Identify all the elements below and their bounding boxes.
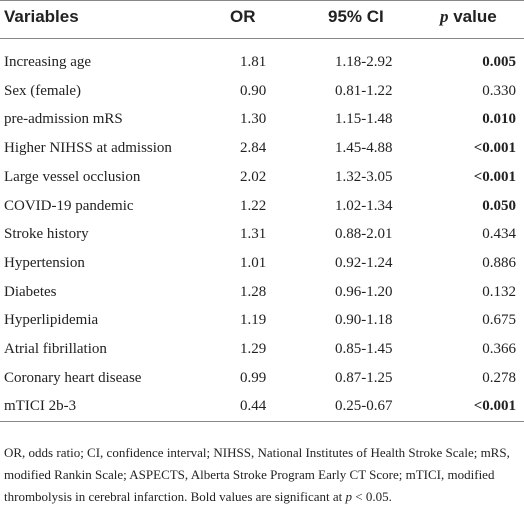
cell-p-value: 0.132 [482, 283, 516, 300]
cell-ci: 1.02-1.34 [335, 197, 393, 214]
table-row: Diabetes 1.28 0.96-1.20 0.132 [0, 278, 524, 307]
cell-variable: Sex (female) [4, 82, 82, 99]
cell-or: 1.29 [240, 341, 267, 357]
cell-p-value: 0.366 [482, 341, 516, 357]
table-top-rule [0, 0, 524, 1]
cell-or: 0.99 [240, 369, 267, 386]
cell-or: 2.84 [240, 140, 267, 157]
table-row: Sex (female) 0.90 0.81-1.22 0.330 [0, 77, 524, 106]
cell-variable: Diabetes [4, 283, 57, 300]
cell-or: 1.81 [240, 54, 267, 70]
cell-p-value: 0.886 [482, 254, 516, 271]
cell-ci: 0.87-1.25 [335, 369, 393, 386]
header-ci: 95% CI [328, 7, 384, 26]
cell-ci: 1.45-4.88 [335, 140, 393, 157]
cell-ci: 1.32-3.05 [335, 168, 393, 185]
cell-p-value: 0.005 [482, 54, 516, 70]
cell-variable: Atrial fibrillation [4, 341, 107, 357]
header-p-rest: value [448, 7, 497, 26]
cell-p-value: 0.050 [482, 197, 516, 214]
cell-ci: 1.18-2.92 [335, 54, 393, 70]
table-row: Large vessel occlusion 2.02 1.32-3.05 <0.00… [0, 163, 524, 192]
cell-variable: COVID-19 pandemic [4, 197, 134, 214]
cell-p-value: 0.010 [482, 111, 516, 128]
cell-ci: 0.85-1.45 [335, 341, 393, 357]
footnote-p-italic: p [345, 489, 353, 504]
header-variables: Variables [4, 7, 79, 26]
table-row: Stroke history 1.31 0.88-2.01 0.434 [0, 220, 524, 249]
table-row: Hypertension 1.01 0.92-1.24 0.886 [0, 249, 524, 278]
cell-ci: 0.25-0.67 [335, 398, 393, 415]
header-or: OR [230, 7, 256, 26]
cell-or: 0.90 [240, 82, 267, 99]
cell-or: 1.31 [240, 226, 267, 243]
cell-ci: 0.92-1.24 [335, 254, 393, 271]
cell-variable: Large vessel occlusion [4, 168, 141, 185]
cell-or: 1.30 [240, 111, 267, 128]
table-bottom-rule [0, 421, 524, 422]
cell-variable: Increasing age [4, 54, 92, 70]
table-footnote: OR, odds ratio; CI, confidence interval;… [4, 442, 520, 508]
cell-ci: 0.90-1.18 [335, 312, 393, 329]
table-row: Increasing age 1.81 1.18-2.92 0.005 [0, 48, 524, 77]
header-p-value: p value [440, 7, 497, 27]
table-row: Higher NIHSS at admission 2.84 1.45-4.88 <0… [0, 134, 524, 163]
cell-p-value: 0.434 [482, 226, 516, 243]
cell-ci: 0.81-1.22 [335, 82, 393, 99]
header-p-italic: p [440, 7, 449, 26]
table-header-row: Variables OR 95% CI p value [0, 0, 524, 38]
table-row: Coronary heart disease 0.99 0.87-1.25 0.278 [0, 364, 524, 393]
footnote-main: OR, odds ratio; CI, confidence interval;… [4, 445, 510, 504]
table-row: mTICI 2b-3 0.44 0.25-0.67 <0.001 [0, 392, 524, 421]
cell-p-value: 0.675 [482, 312, 516, 329]
table-header-rule [0, 38, 524, 39]
cell-variable: Hyperlipidemia [4, 312, 99, 329]
cell-variable: Stroke history [4, 226, 89, 243]
cell-or: 0.44 [240, 398, 267, 415]
table-row: COVID-19 pandemic 1.22 1.02-1.34 0.050 [0, 192, 524, 221]
cell-p-value: <0.001 [473, 398, 516, 415]
cell-or: 2.02 [240, 168, 267, 185]
cell-ci: 0.96-1.20 [335, 283, 393, 300]
table-row: Hyperlipidemia 1.19 0.90-1.18 0.675 [0, 306, 524, 335]
cell-variable: mTICI 2b-3 [4, 398, 77, 415]
cell-p-value: 0.278 [482, 369, 516, 386]
cell-variable: Hypertension [4, 254, 85, 271]
cell-or: 1.28 [240, 283, 267, 300]
cell-p-value: <0.001 [473, 140, 516, 157]
cell-variable: Coronary heart disease [4, 369, 142, 386]
footnote-end: < 0.05. [352, 489, 392, 504]
cell-p-value: <0.001 [473, 168, 516, 185]
cell-or: 1.01 [240, 254, 267, 271]
cell-variable: pre-admission mRS [4, 111, 123, 128]
cell-ci: 1.15-1.48 [335, 111, 393, 128]
table-row: pre-admission mRS 1.30 1.15-1.48 0.010 [0, 105, 524, 134]
cell-ci: 0.88-2.01 [335, 226, 393, 243]
cell-or: 1.19 [240, 312, 267, 329]
cell-p-value: 0.330 [482, 82, 516, 99]
cell-variable: Higher NIHSS at admission [4, 140, 172, 157]
table-row: Atrial fibrillation 1.29 0.85-1.45 0.366 [0, 335, 524, 364]
cell-or: 1.22 [240, 197, 267, 214]
